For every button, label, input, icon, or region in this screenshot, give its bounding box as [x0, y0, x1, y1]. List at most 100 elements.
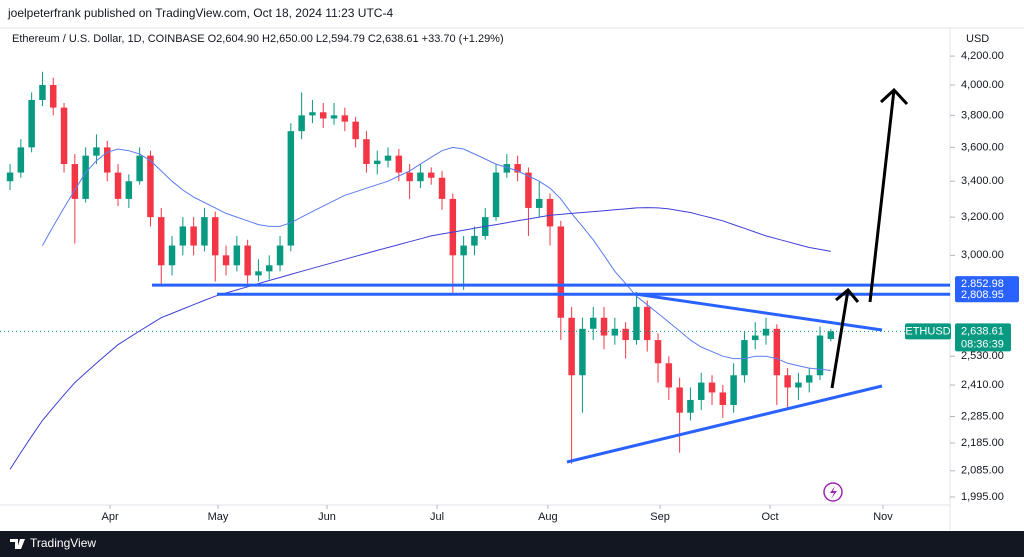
- candle-body: [244, 245, 251, 276]
- candle-body: [363, 139, 370, 165]
- candle-body: [503, 164, 511, 173]
- header: joelpeterfrank published on TradingView.…: [7, 6, 393, 20]
- x-tick-label: Apr: [101, 511, 118, 523]
- candle-body: [82, 155, 89, 199]
- y-tick-label: 4,000.00: [961, 79, 1004, 91]
- candle-body: [222, 255, 230, 266]
- candle-body: [589, 317, 597, 329]
- candle-body: [125, 181, 133, 199]
- candle-body: [816, 335, 824, 376]
- y-tick-label: 3,200.00: [961, 211, 1004, 223]
- candle-body: [50, 84, 57, 108]
- y-tick-label: 3,800.00: [961, 109, 1004, 121]
- last-price-label: 2,638.61: [961, 325, 1004, 337]
- candle-body: [492, 172, 500, 218]
- y-tick-label: 2,085.00: [961, 465, 1004, 477]
- candle-body: [104, 147, 111, 173]
- candle-body: [708, 382, 716, 393]
- candle-body: [147, 155, 154, 218]
- candle-body: [622, 328, 629, 341]
- x-tick-label: Oct: [761, 511, 778, 523]
- candle-body: [211, 217, 219, 256]
- candle-body: [352, 121, 359, 140]
- footer: [0, 531, 1024, 557]
- arrow: [868, 87, 909, 303]
- candle-body: [546, 198, 554, 227]
- candle-body: [730, 375, 737, 406]
- x-tick-label: May: [208, 511, 229, 523]
- currency: USD: [966, 33, 989, 45]
- arrow: [830, 287, 860, 389]
- candle-body: [535, 198, 543, 208]
- candle-body: [373, 160, 381, 165]
- candle-body: [438, 177, 446, 199]
- candle-body: [449, 198, 457, 256]
- candle-body: [298, 115, 305, 132]
- candle-body: [579, 328, 586, 376]
- candle-body: [168, 245, 176, 266]
- candle-body: [6, 172, 14, 182]
- candle-body: [136, 155, 143, 182]
- candle-body: [71, 164, 79, 199]
- level-label-box: [955, 287, 1019, 303]
- candle-body: [471, 235, 478, 246]
- candle-body: [395, 155, 403, 173]
- candle-body: [557, 226, 565, 318]
- candle-body: [805, 375, 813, 383]
- candle-body: [114, 172, 122, 199]
- legend: Ethereum / U.S. Dollar, 1D, COINBASE O2,…: [12, 33, 504, 45]
- candle-body: [633, 306, 640, 341]
- y-tick-label: 3,400.00: [961, 175, 1004, 187]
- candle-body: [276, 245, 284, 266]
- moving-average: [41, 146, 831, 371]
- candle-body: [773, 328, 781, 376]
- trend-line-upper: [634, 292, 883, 332]
- plot: 4,200.00 4,000.00 3,800.00 3,600.00 3,400.00…: [0, 50, 1019, 523]
- candle-body: [611, 328, 619, 336]
- alert-icon-bolt: [830, 486, 837, 499]
- candle-body: [697, 382, 705, 400]
- candle-body: [568, 317, 575, 376]
- candle-body: [741, 340, 748, 376]
- x-tick-label: Jun: [318, 511, 336, 523]
- candle-body: [330, 115, 338, 119]
- candle-body: [687, 399, 694, 413]
- candle-body: [427, 172, 435, 178]
- alert-icon[interactable]: [823, 482, 843, 502]
- candle-body: [60, 107, 68, 165]
- y-tick-label: 2,410.00: [961, 379, 1004, 391]
- candle-body: [384, 155, 392, 161]
- candle-body: [233, 245, 241, 266]
- y-tick-label: 2,185.00: [961, 437, 1004, 449]
- candle-body: [514, 164, 521, 173]
- candle-body: [643, 306, 651, 341]
- candle-body: [341, 115, 349, 122]
- candle-body: [309, 112, 316, 116]
- brand: TradingView: [30, 536, 96, 550]
- candle-body: [827, 331, 835, 339]
- candle-body: [287, 131, 295, 246]
- candle-body: [319, 112, 327, 119]
- trend-line-lower: [566, 384, 883, 464]
- symbol-box: [905, 323, 951, 340]
- candle-body: [676, 387, 683, 413]
- last-price-box: [955, 323, 1011, 352]
- candle-body: [762, 328, 770, 336]
- candle-body: [784, 375, 791, 388]
- candle-body: [600, 317, 608, 336]
- moving-average: [9, 207, 831, 470]
- candle-body: [201, 217, 208, 246]
- countdown: 08:36:39: [961, 338, 1004, 350]
- y-tick-label: 3,000.00: [961, 249, 1004, 261]
- level-label: 2,808.95: [961, 289, 1004, 301]
- y-tick-label: 4,200.00: [961, 50, 1004, 62]
- y-tick-label: 2,530.00: [961, 350, 1004, 362]
- candle-body: [665, 363, 673, 388]
- candle-body: [28, 99, 35, 148]
- candle-body: [179, 226, 187, 246]
- candle-body: [751, 335, 759, 341]
- candle-body: [525, 172, 532, 208]
- x-tick-label: Sep: [650, 511, 670, 523]
